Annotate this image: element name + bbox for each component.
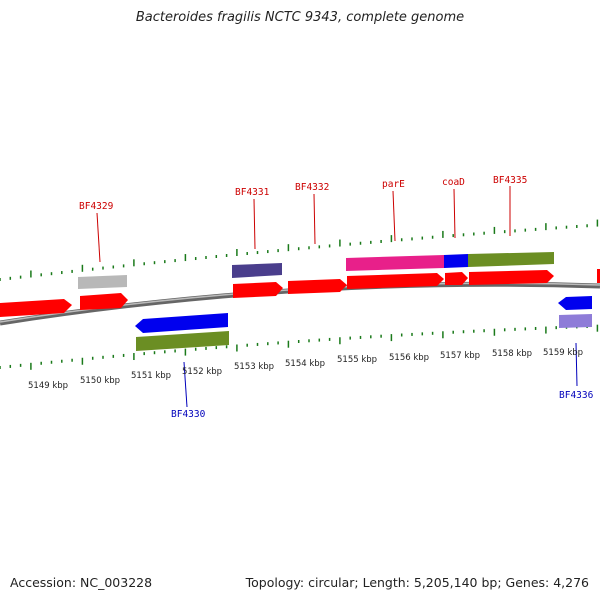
cds-bf4330 — [135, 313, 228, 333]
cds-forward-right-edge — [597, 269, 600, 283]
scale-label: 5155 kbp — [337, 355, 377, 365]
cds-forward-left-edge — [0, 299, 72, 317]
leader-bf4332 — [313, 193, 316, 245]
feature-lavender-bf4336 — [559, 314, 592, 328]
scale-label: 5149 kbp — [28, 381, 68, 391]
label-coad: coaD — [442, 177, 465, 188]
cds-pare — [347, 273, 444, 289]
scale-label: 5152 kbp — [182, 367, 222, 377]
label-bf4331: BF4331 — [235, 187, 270, 198]
label-bf4336: BF4336 — [559, 390, 594, 401]
feature-slate-bf4331 — [232, 263, 282, 278]
map-title: Bacteroides fragilis NCTC 9343, complete… — [135, 10, 465, 25]
scale-label: 5158 kbp — [492, 349, 532, 359]
feature-gray-bf4329 — [78, 275, 127, 289]
label-bf4332: BF4332 — [295, 182, 329, 193]
label-pare: parE — [382, 179, 405, 190]
feature-pink-pare — [346, 255, 444, 271]
topology-text: Topology: circular; Length: 5,205,140 bp… — [245, 575, 589, 590]
scale-label: 5154 kbp — [285, 359, 325, 369]
scale-label: 5159 kbp — [543, 348, 583, 358]
scale-label: 5157 kbp — [440, 351, 480, 361]
outer-tick-ring — [0, 219, 599, 281]
leader-bf4330 — [183, 361, 188, 408]
leader-bf4331 — [253, 198, 256, 250]
inner-tick-ring — [0, 324, 599, 370]
cds-bf4336 — [558, 296, 592, 310]
feature-olive-bf4335 — [468, 252, 554, 267]
leader-bf4329 — [96, 212, 101, 263]
leader-bf4336 — [575, 342, 578, 387]
scale-label: 5150 kbp — [80, 376, 120, 386]
scale-label: 5156 kbp — [389, 353, 429, 363]
leader-coad — [453, 188, 456, 239]
leader-pare — [392, 190, 396, 242]
scale-label: 5153 kbp — [234, 362, 274, 372]
cds-bf4332 — [288, 279, 347, 294]
feature-olive-bf4330 — [136, 331, 229, 351]
cds-bf4331 — [233, 282, 283, 298]
label-bf4335: BF4335 — [493, 175, 527, 186]
label-bf4330: BF4330 — [171, 409, 206, 420]
label-bf4329: BF4329 — [79, 201, 114, 212]
cds-coad — [445, 272, 468, 285]
feature-blue-coad — [444, 254, 468, 268]
cds-bf4329 — [80, 293, 128, 310]
scale-label: 5151 kbp — [131, 371, 171, 381]
cds-bf4335 — [469, 270, 554, 285]
accession-text: Accession: NC_003228 — [10, 575, 153, 590]
